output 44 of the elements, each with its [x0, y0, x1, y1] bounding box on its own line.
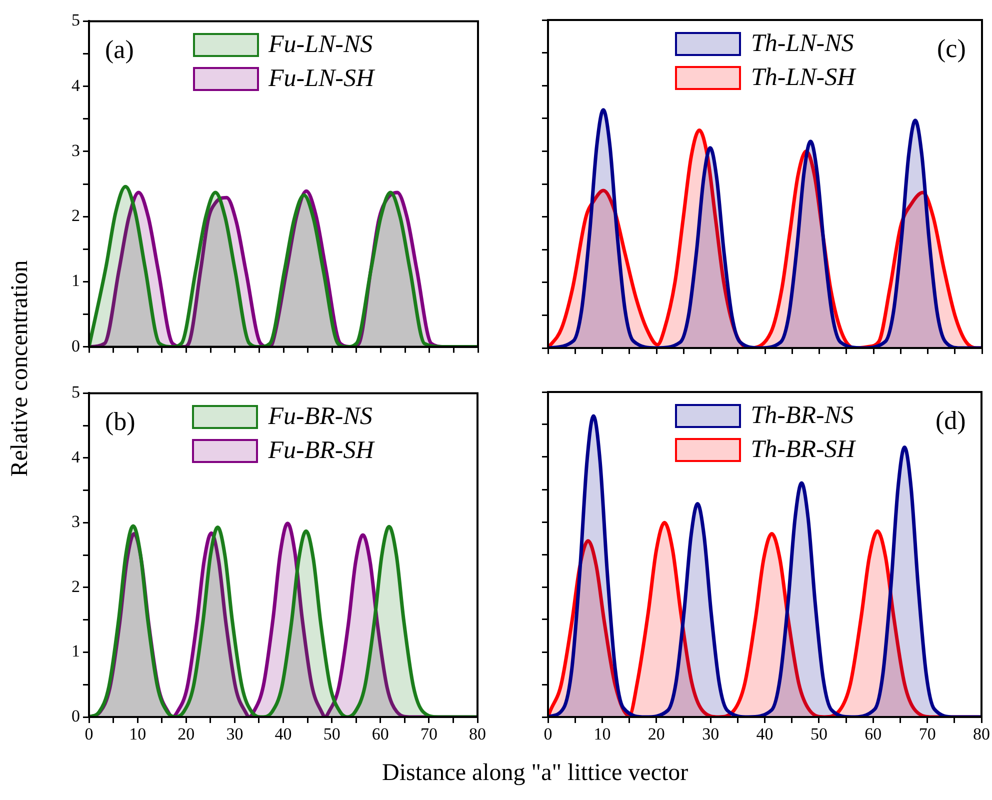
x-tick-label: 30 [226, 724, 244, 744]
x-tick-label: 0 [544, 724, 552, 744]
y-tick-label: 3 [72, 512, 80, 532]
x-tick-label: 70 [918, 724, 936, 744]
y-tick-label: 1 [72, 642, 80, 661]
legend-label: Fu-BR-SH [268, 437, 374, 466]
y-tick-label: 2 [72, 576, 80, 596]
annotation: (c) [937, 34, 966, 64]
legend-label: Fu-LN-NS [268, 31, 373, 60]
legend-label: Th-BR-NS [750, 402, 854, 430]
y-tick-label: 3 [72, 140, 80, 160]
annotation: (b) [105, 407, 136, 438]
x-tick-label: 80 [973, 724, 990, 744]
y-tick-label: 4 [72, 76, 80, 95]
y-tick-label: 1 [72, 271, 80, 290]
annotation: (a) [105, 35, 134, 66]
x-tick-label: 20 [178, 724, 195, 744]
x-tick-label: 10 [129, 724, 146, 744]
y-tick-label: 0 [72, 336, 80, 356]
x-tick-label: 50 [810, 724, 828, 744]
legend-label: Fu-BR-NS [268, 403, 372, 432]
y-tick-label: 0 [72, 706, 80, 726]
legend-label: Th-BR-SH [750, 436, 855, 464]
y-tick-label: 2 [72, 206, 80, 226]
legend-label: Th-LN-NS [751, 30, 854, 58]
y-tick-label: 4 [72, 447, 80, 466]
x-tick-label: 50 [323, 724, 340, 744]
x-tick-label: 70 [420, 724, 438, 744]
x-tick-label: 40 [756, 724, 774, 744]
x-tick-label: 80 [469, 724, 486, 744]
x-tick-label: 10 [594, 724, 611, 744]
legend-label: Fu-LN-SH [268, 65, 374, 94]
x-tick-label: 30 [702, 724, 720, 744]
x-tick-label: 20 [648, 724, 665, 744]
x-tick-label: 40 [274, 724, 292, 744]
y-tick-label: 5 [72, 382, 80, 402]
x-tick-label: 60 [372, 724, 389, 744]
x-tick-label: 60 [864, 724, 882, 744]
legend-label: Th-LN-SH [751, 64, 856, 92]
y-axis-title: Relative concentration [6, 260, 34, 476]
annotation: (d) [936, 406, 966, 436]
y-tick-label: 5 [72, 10, 80, 30]
x-axis-title: Distance along "a" littice vector [382, 760, 688, 787]
x-tick-label: 0 [84, 724, 94, 744]
